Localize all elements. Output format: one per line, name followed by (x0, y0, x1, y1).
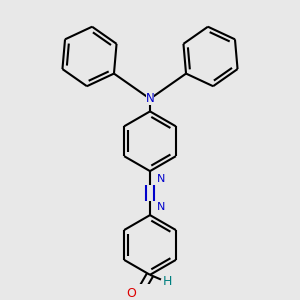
Text: H: H (163, 274, 172, 288)
Text: N: N (146, 92, 154, 105)
Text: O: O (126, 287, 136, 300)
Text: N: N (157, 202, 165, 212)
Text: N: N (157, 174, 165, 184)
